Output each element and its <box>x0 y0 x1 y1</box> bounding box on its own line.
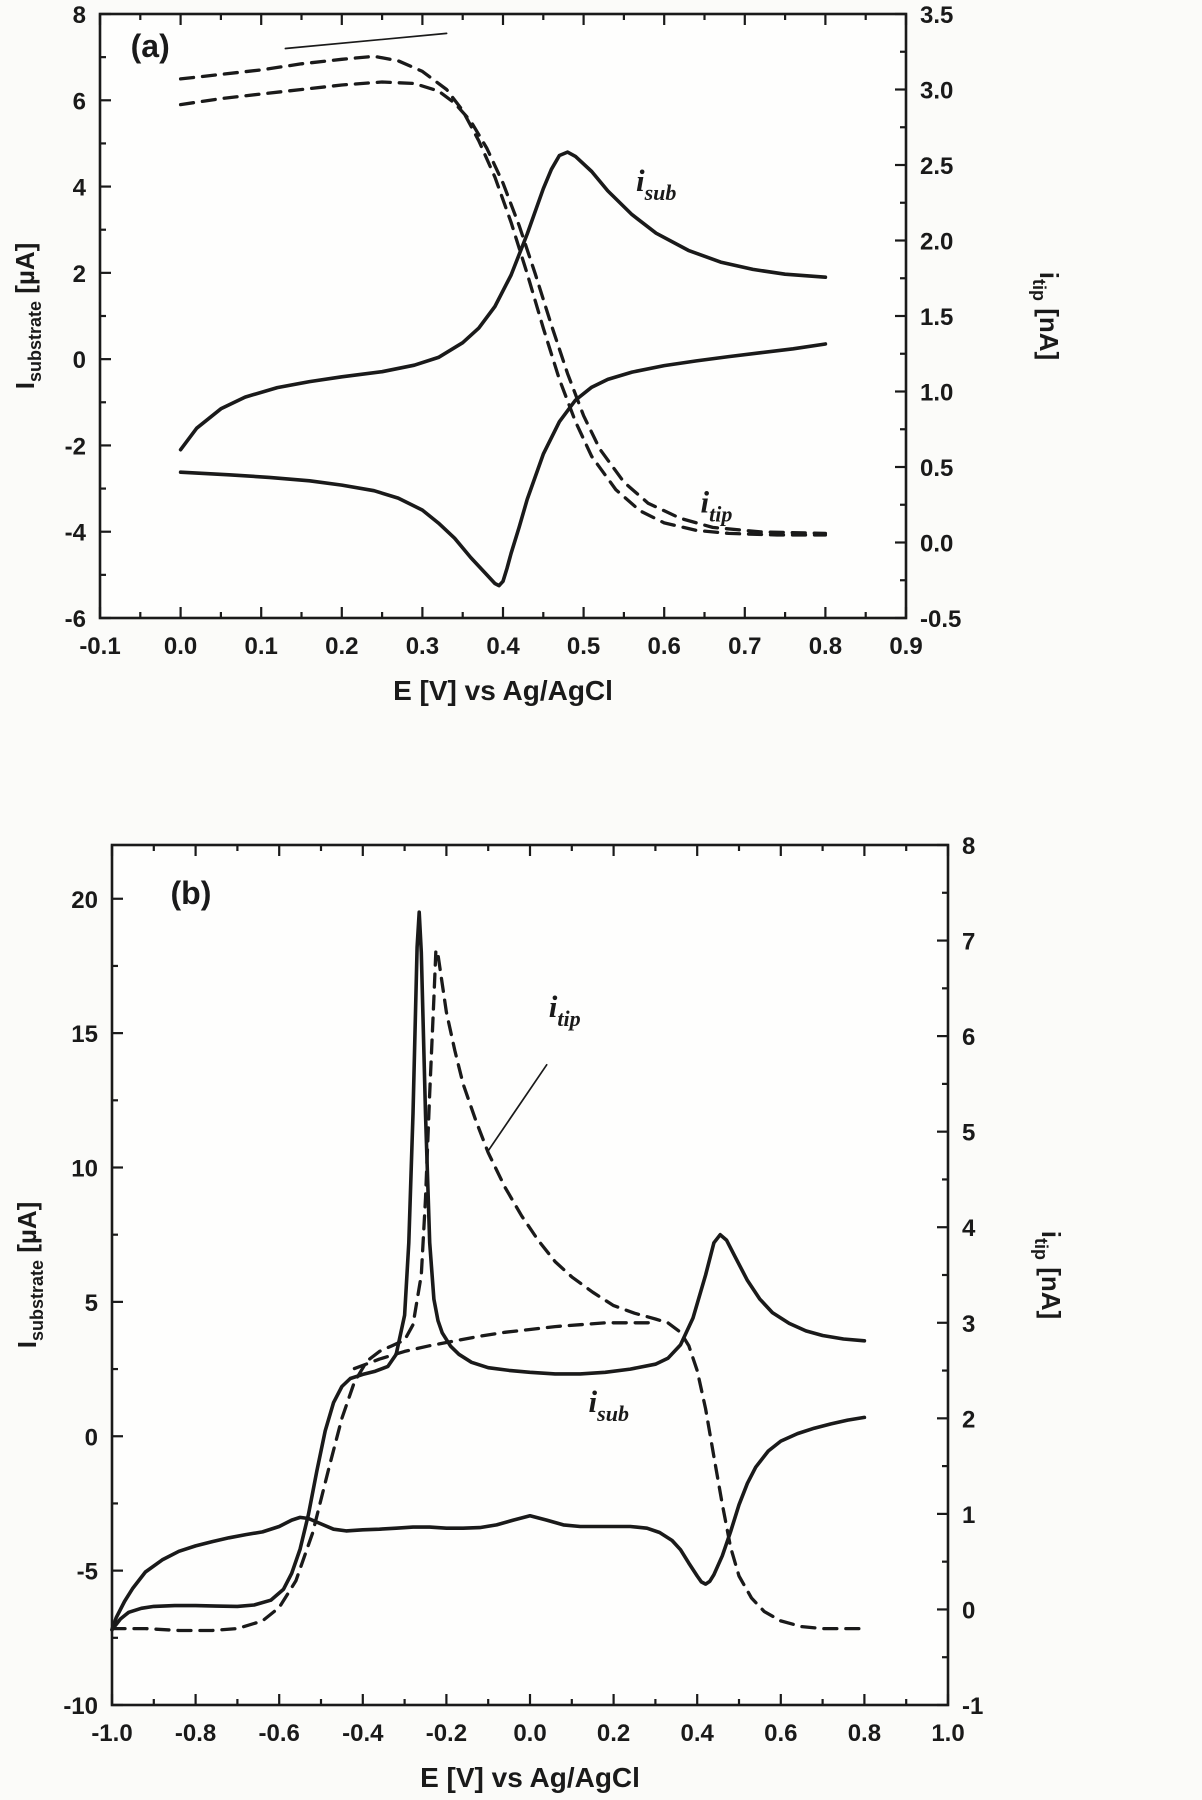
tick-label: 0.6 <box>648 633 681 660</box>
tick-marks <box>110 843 950 1707</box>
tick-label: 4 <box>962 1215 976 1242</box>
tick-label: -4 <box>65 520 87 547</box>
tick-label: 20 <box>71 887 98 914</box>
x-axis-title: E [V] vs Ag/AgCl <box>420 1762 640 1793</box>
i-tip-curve-label: itip <box>549 989 581 1031</box>
tick-label: 7 <box>962 929 975 956</box>
plot-frame <box>110 843 950 1707</box>
series-i_tip-forward <box>178 54 828 537</box>
tick-label: 1.0 <box>920 380 953 407</box>
x-axis-title: E [V] vs Ag/AgCl <box>393 675 613 706</box>
tick-label: -0.4 <box>342 1720 384 1747</box>
tick-label: 3.0 <box>920 78 953 105</box>
tick-label: 0 <box>73 347 86 374</box>
tick-label: 4 <box>73 175 87 202</box>
tick-label: 0.4 <box>681 1720 715 1747</box>
tick-label: -0.1 <box>79 633 120 660</box>
tick-label: 2 <box>73 261 86 288</box>
panel-label: (a) <box>131 28 170 64</box>
tick-label: 0.7 <box>728 633 761 660</box>
tick-label: -1.0 <box>91 1720 132 1747</box>
tick-label: 6 <box>73 88 86 115</box>
tick-label: -0.8 <box>175 1720 216 1747</box>
tick-label: 0.8 <box>848 1720 881 1747</box>
right-axis-title: itip [nA] <box>1031 1231 1066 1319</box>
tick-label: 0 <box>85 1424 98 1451</box>
i-tip-curve-label: itip <box>700 484 732 526</box>
tick-label: 2 <box>962 1406 975 1433</box>
tick-label: -6 <box>65 606 86 633</box>
tick-label: 8 <box>73 2 86 29</box>
series-annotation-leader <box>487 1063 548 1152</box>
tick-label: 0.2 <box>325 633 358 660</box>
tick-labels: -1.0 -0.8 -0.6 -0.4 -0.2 0.0 0.2 0.4 0.6 0.8 1.0-1… <box>63 833 983 1747</box>
tick-label: 2.0 <box>920 229 953 256</box>
tick-label: 5 <box>85 1290 98 1317</box>
tick-label: -5 <box>77 1559 98 1586</box>
tick-label: -2 <box>65 433 86 460</box>
tick-label: 0.5 <box>567 633 600 660</box>
series-i_sub-return <box>110 1415 867 1632</box>
left-axis-title: Isubstrate [µA] <box>12 1202 47 1349</box>
tick-marks <box>98 12 908 620</box>
tick-label: -0.6 <box>259 1720 300 1747</box>
right-axis-title: itip [nA] <box>1029 272 1064 360</box>
series-i_tip-return <box>178 80 828 536</box>
panel-label: (b) <box>171 875 212 911</box>
tick-label: 0.9 <box>889 633 922 660</box>
plot-frame <box>98 12 908 620</box>
tick-label: 0.2 <box>597 1720 630 1747</box>
tick-label: 1.5 <box>920 304 953 331</box>
tick-label: 0.3 <box>406 633 439 660</box>
tick-label: 15 <box>71 1021 98 1048</box>
tick-label: -0.2 <box>426 1720 467 1747</box>
i-sub-curve-label: isub <box>589 1384 629 1426</box>
tick-label: 0.5 <box>920 455 953 482</box>
panel-a-svg: -0.1 0.0 0.1 0.2 0.3 0.4 0.5 0.6 0.7 0.8 0.9 -6 -4 -2… <box>10 2 1064 706</box>
tick-label: 0.0 <box>513 1720 546 1747</box>
tick-label: 1 <box>962 1502 975 1529</box>
series-annotation-leader <box>284 32 448 50</box>
tick-label: 0.8 <box>809 633 842 660</box>
tick-label: -0.5 <box>920 606 961 633</box>
tick-labels: -0.1 0.0 0.1 0.2 0.3 0.4 0.5 0.6 0.7 0.8 0.9 -6 -4 -2… <box>65 2 962 660</box>
tick-label: -1 <box>962 1693 983 1720</box>
panel-b-svg: -1.0 -0.8 -0.6 -0.4 -0.2 0.0 0.2 0.4 0.6 0.8 1.0-1… <box>12 833 1066 1793</box>
tick-label: 0.4 <box>486 633 520 660</box>
tick-label: 2.5 <box>920 153 953 180</box>
tick-label: -10 <box>63 1693 98 1720</box>
figure-panel-a: -0.1 0.0 0.1 0.2 0.3 0.4 0.5 0.6 0.7 0.8 0.9 -6 -4 -2… <box>0 0 1202 745</box>
figure-panel-b: -1.0 -0.8 -0.6 -0.4 -0.2 0.0 0.2 0.4 0.6 0.8 1.0 -1… <box>0 745 1202 1800</box>
tick-label: 0.0 <box>920 531 953 558</box>
series-i_sub-forward <box>178 150 828 452</box>
series-i_tip-forward <box>110 948 867 1633</box>
tick-label: 0.1 <box>245 633 278 660</box>
tick-label: 5 <box>962 1120 975 1147</box>
tick-label: 0.6 <box>764 1720 797 1747</box>
series-i_tip-return <box>352 1321 658 1371</box>
tick-label: 3 <box>962 1311 975 1338</box>
tick-label: 8 <box>962 833 975 860</box>
tick-label: 10 <box>71 1156 98 1183</box>
tick-label: 0.0 <box>164 633 197 660</box>
series-i_sub-return <box>178 342 828 588</box>
tick-label: 0 <box>962 1597 975 1624</box>
i-sub-curve-label: isub <box>636 163 676 205</box>
tick-label: 3.5 <box>920 2 953 29</box>
tick-label: 6 <box>962 1024 975 1051</box>
tick-label: 1.0 <box>931 1720 964 1747</box>
left-axis-title: Isubstrate [µA] <box>10 243 45 390</box>
